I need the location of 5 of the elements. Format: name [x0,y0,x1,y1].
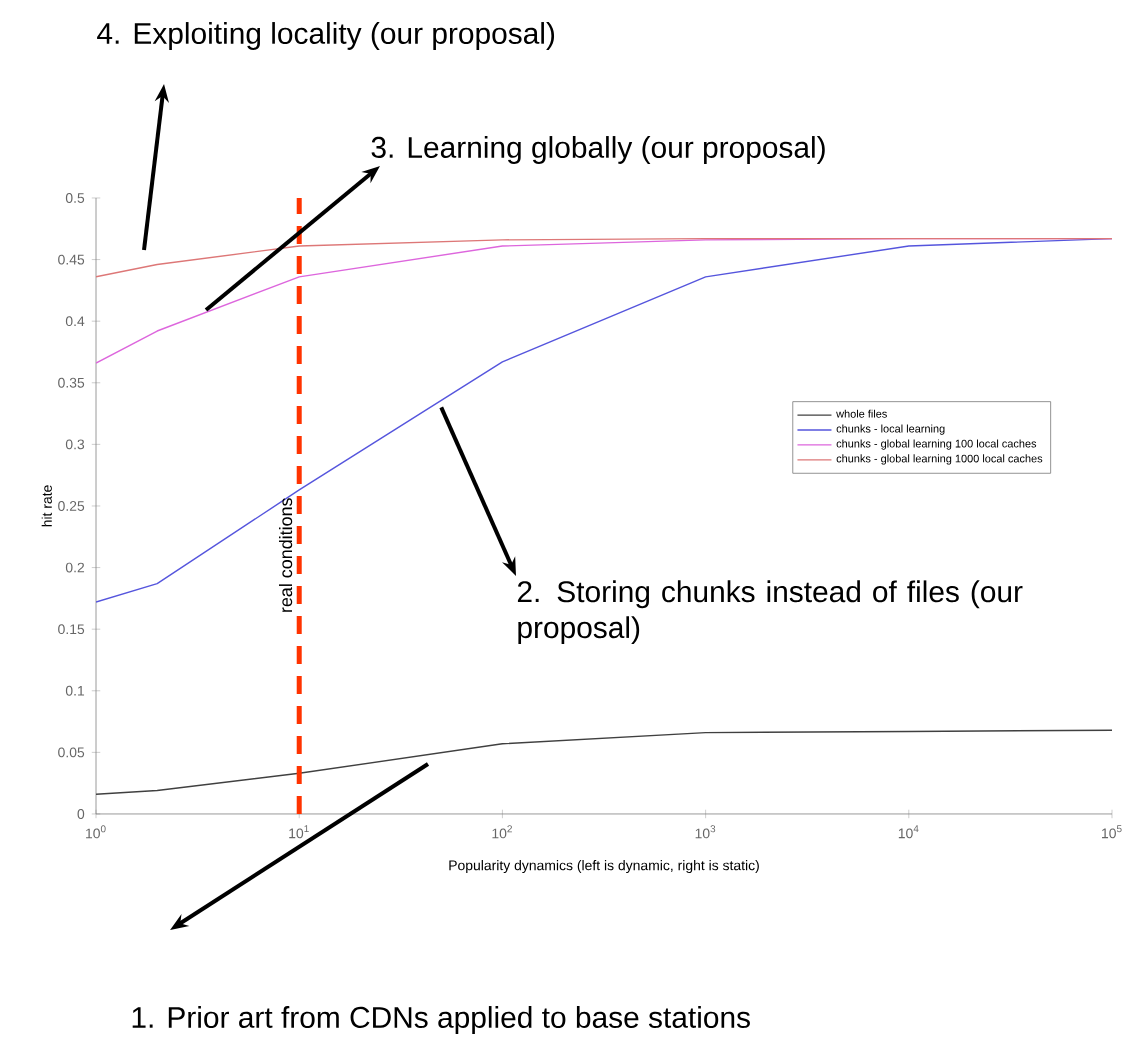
text: 1. Prior art from CDNs applied to base stations [132,1006,750,1034]
ref-line-label: real conditions [279,498,293,612]
text: 3. Learning globally (our proposal) [371,136,825,164]
text: 4. Exploiting locality (our proposal) [97,22,555,50]
annotation: 2. Storing chunks instead of files (our proposal) [517,580,1023,645]
